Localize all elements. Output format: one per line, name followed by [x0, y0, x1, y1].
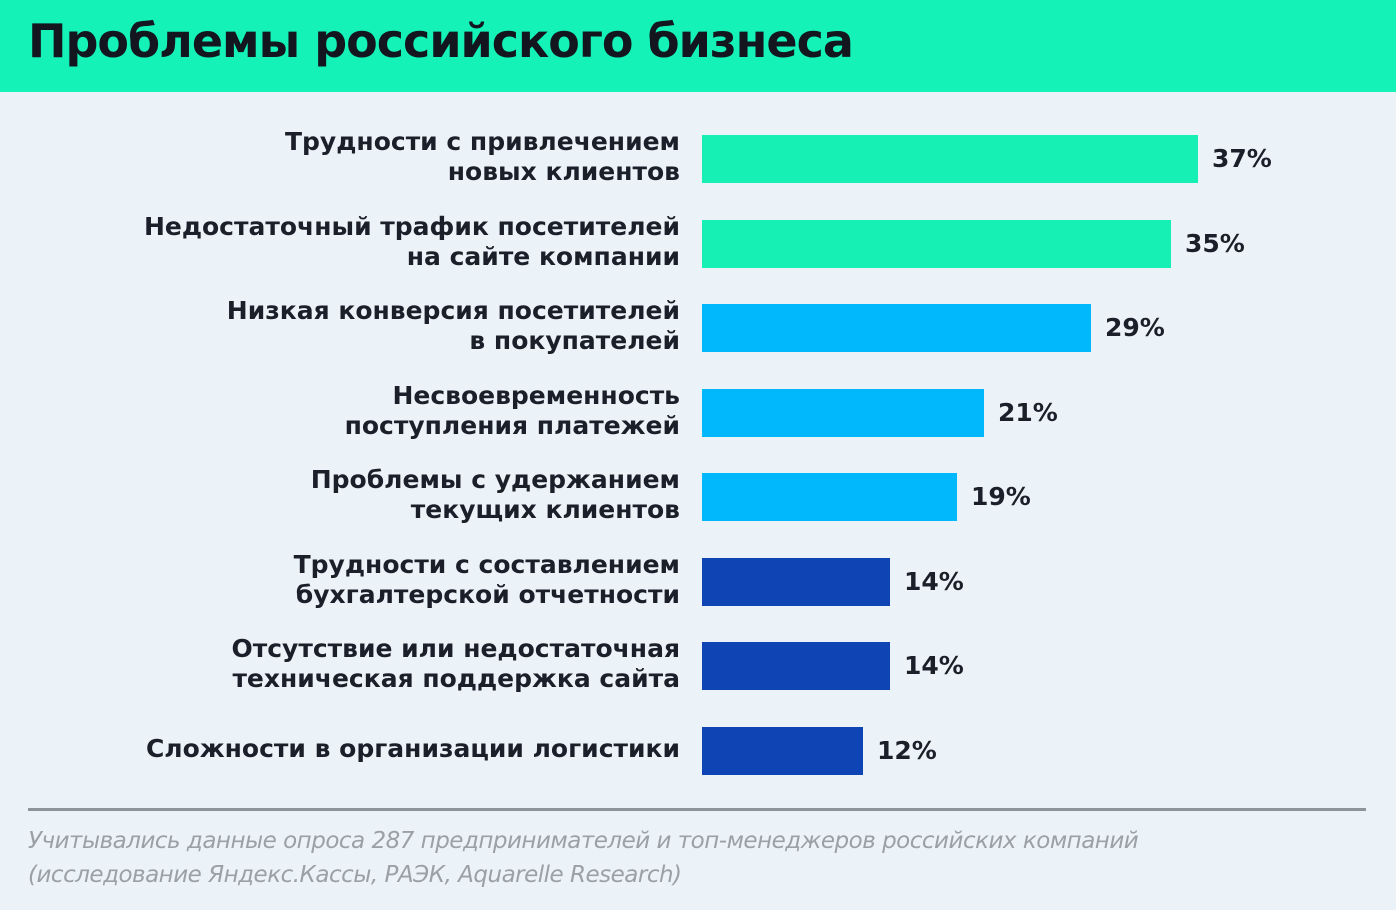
- category-label-line: на сайте компании: [406, 242, 680, 271]
- bar: [702, 220, 1171, 268]
- value-label: 14%: [904, 651, 964, 680]
- category-label-line: текущих клиентов: [410, 495, 680, 524]
- value-label: 12%: [877, 736, 937, 765]
- value-label: 35%: [1185, 229, 1245, 258]
- value-label: 19%: [971, 482, 1031, 511]
- category-label-line: Сложности в организации логистики: [145, 734, 680, 763]
- value-label: 21%: [998, 398, 1058, 427]
- category-label-line: Трудности с привлечением: [284, 127, 680, 156]
- title-banner: Проблемы российского бизнеса: [0, 0, 1396, 92]
- category-label-line: Недостаточный трафик посетителей: [143, 212, 680, 241]
- category-label-line: техническая поддержка сайта: [232, 664, 680, 693]
- footnote-divider: [28, 808, 1366, 811]
- category-label: Низкая конверсия посетителей в покупателе…: [227, 296, 680, 356]
- chart-title: Проблемы российского бизнеса: [28, 14, 854, 68]
- bar: [702, 558, 890, 606]
- category-label-line: поступления платежей: [344, 411, 680, 440]
- value-label: 37%: [1212, 144, 1272, 173]
- footnote-line-1: Учитывались данные опроса 287 предприним…: [28, 828, 1139, 854]
- value-label: 14%: [904, 567, 964, 596]
- bar: [702, 389, 984, 437]
- bar: [702, 135, 1198, 183]
- category-label: Отсутствие или недостаточная техническая …: [232, 634, 681, 694]
- category-label-line: Низкая конверсия посетителей: [226, 296, 680, 325]
- bar: [702, 304, 1091, 352]
- category-label-line: Трудности с составлением: [293, 550, 680, 579]
- footnote: Учитывались данные опроса 287 предприним…: [28, 824, 1139, 892]
- value-label: 29%: [1105, 313, 1165, 342]
- category-label: Несвоевременность поступления платежей: [345, 381, 680, 441]
- bar: [702, 473, 957, 521]
- category-label-line: Несвоевременность: [392, 381, 680, 410]
- bar-chart: Трудности с привлечением новых клиентов 37…: [144, 127, 1272, 775]
- category-label: Недостаточный трафик посетителей на сайте…: [144, 212, 680, 272]
- category-label: Проблемы с удержанием текущих клиентов: [311, 465, 680, 525]
- bar: [702, 642, 890, 690]
- category-label-line: Проблемы с удержанием: [310, 465, 680, 494]
- category-label-line: бухгалтерской отчетности: [295, 580, 680, 609]
- category-label: Трудности с привлечением новых клиентов: [285, 127, 680, 187]
- category-label-line: новых клиентов: [447, 157, 680, 186]
- category-label: Сложности в организации логистики: [146, 734, 680, 764]
- footnote-line-2: (исследование Яндекс.Кассы, РАЭК, Aquare…: [28, 862, 682, 888]
- bar: [702, 727, 863, 775]
- category-label-line: Отсутствие или недостаточная: [231, 634, 681, 663]
- category-label: Трудности с составлением бухгалтерской от…: [294, 550, 680, 610]
- category-label-line: в покупателей: [469, 326, 680, 355]
